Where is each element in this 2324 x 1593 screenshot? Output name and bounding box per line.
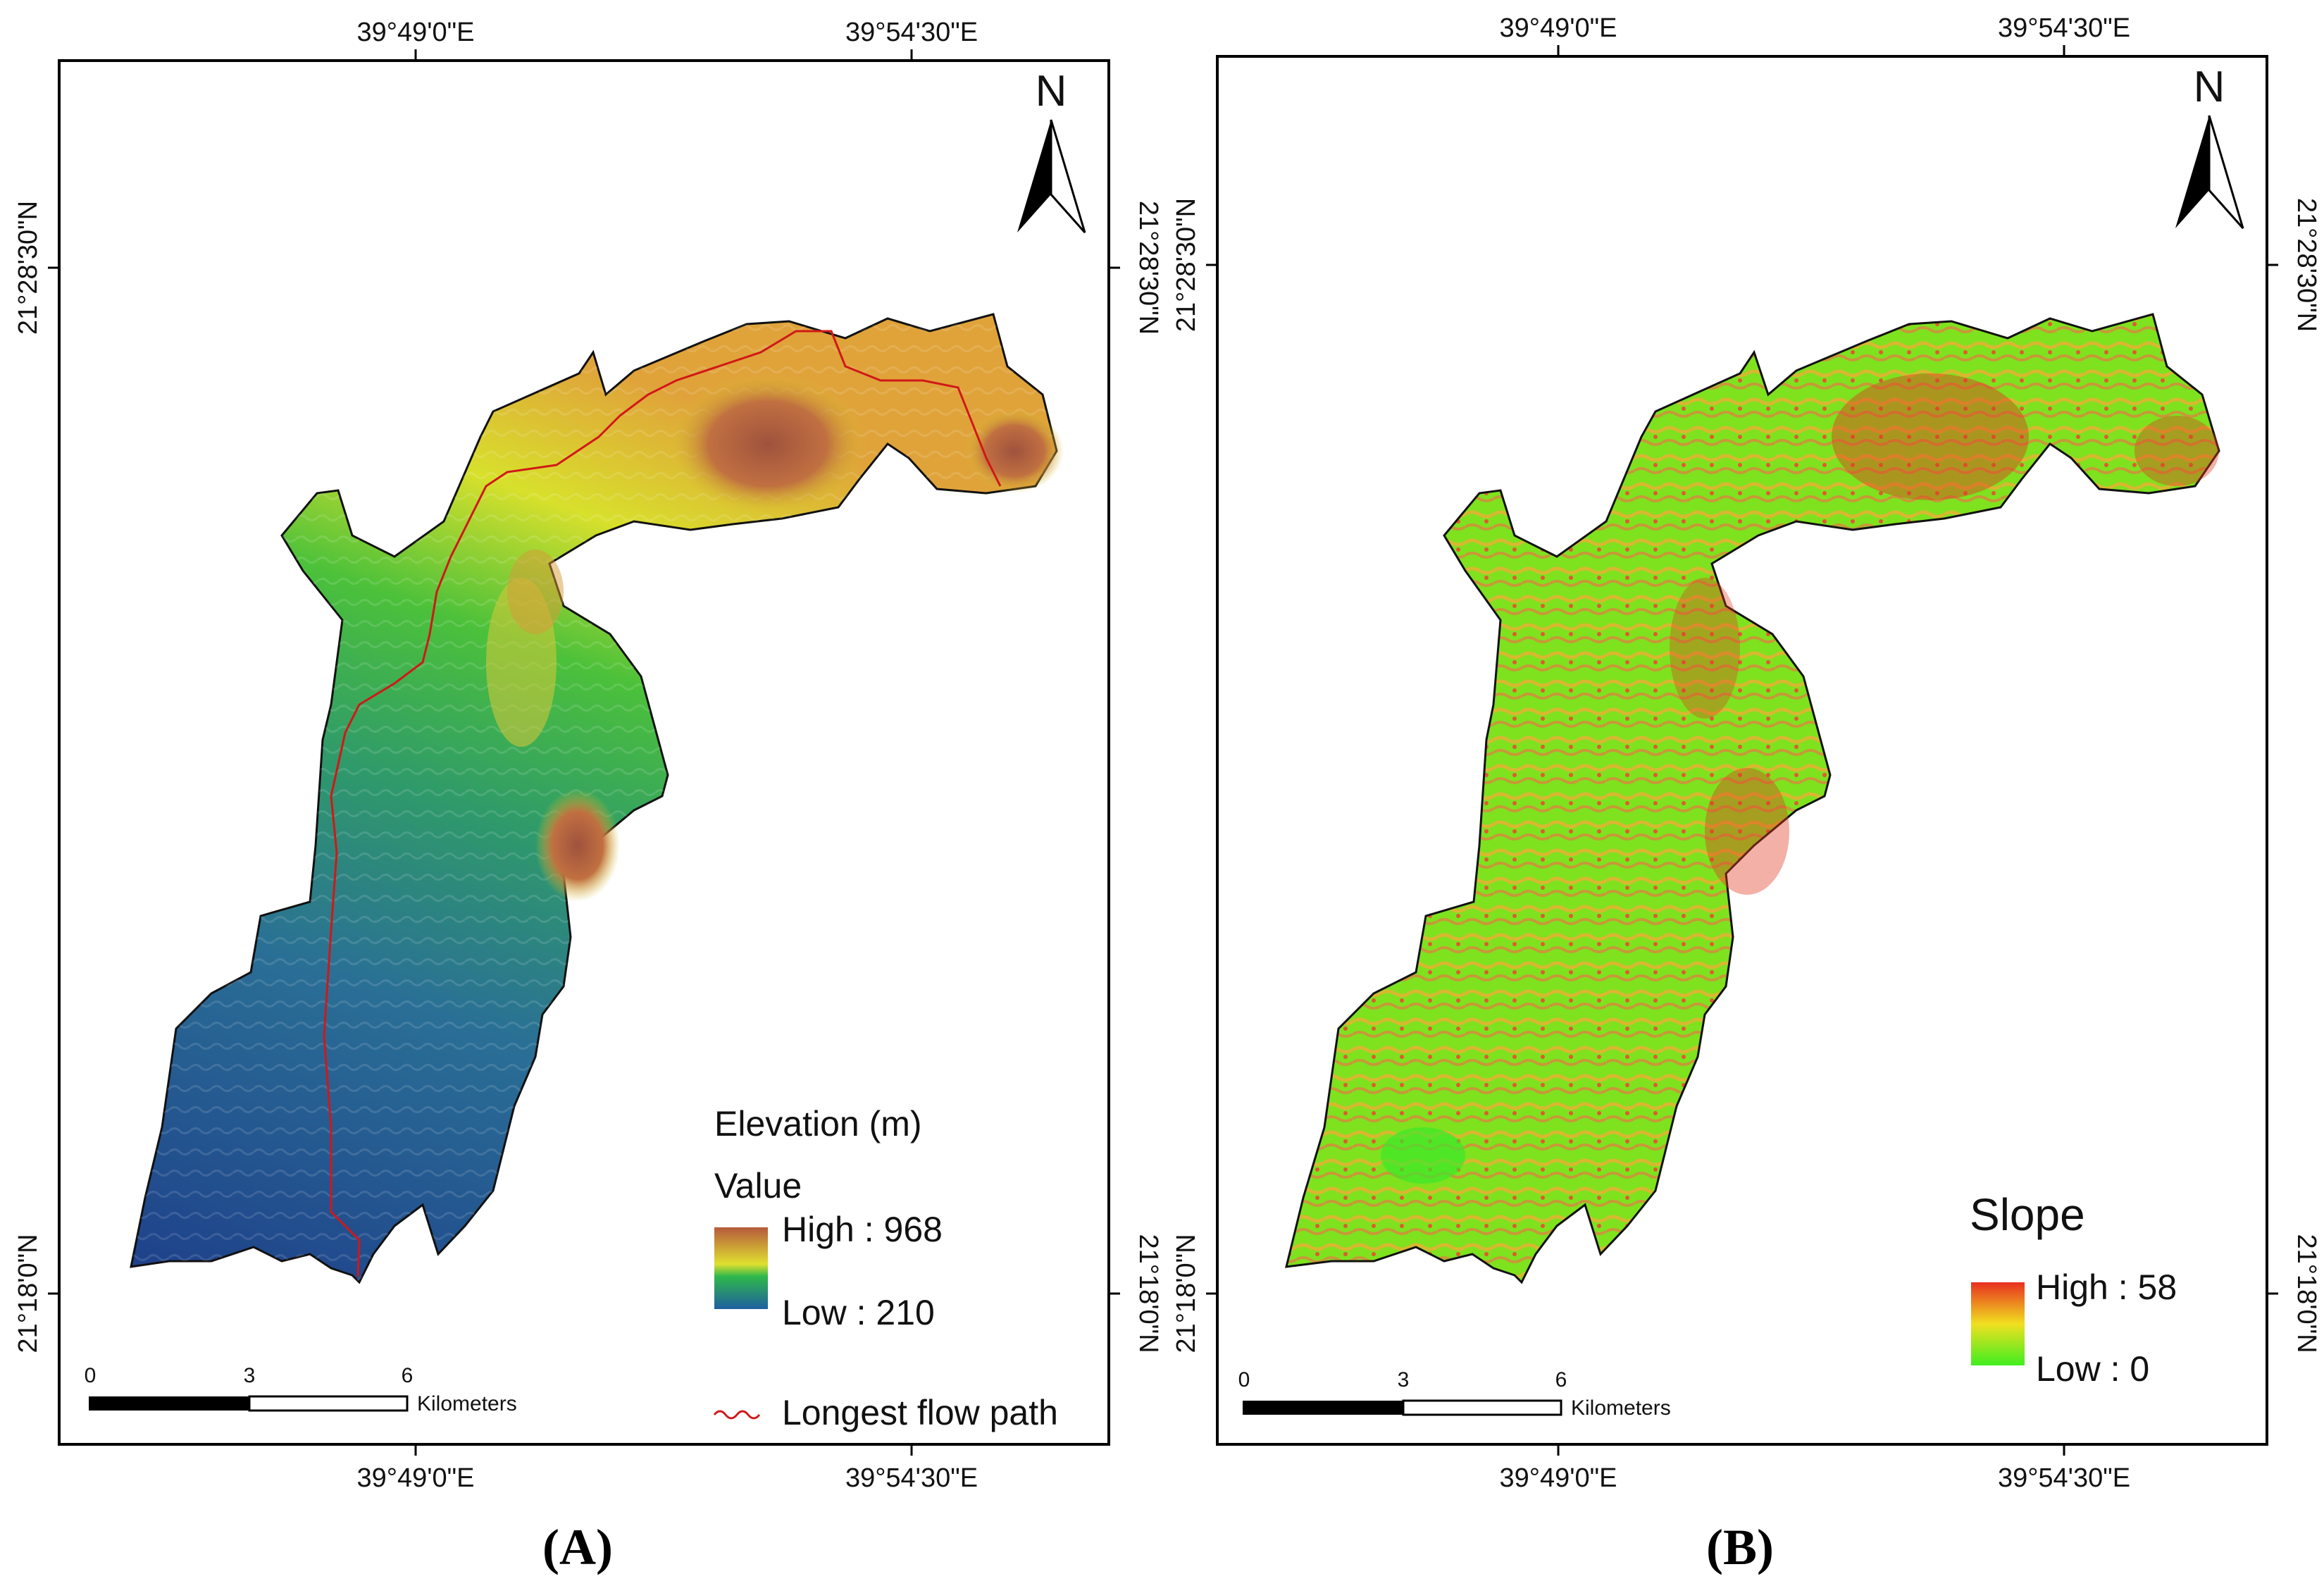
- scale-bar-a: 0 3 6 Kilometers: [85, 1364, 517, 1415]
- legend-flow-path: Longest flow path: [782, 1393, 1058, 1432]
- legend-low-slope: Low : 0: [2036, 1349, 2149, 1389]
- left-coord-1: 21°28'30"N: [13, 201, 43, 335]
- legend-title-elevation: Elevation (m): [714, 1104, 922, 1143]
- top-coord-2: 39°54'30"E: [845, 18, 978, 47]
- map-frame-a: [58, 59, 1110, 1446]
- elevation-color-ramp: [714, 1227, 768, 1309]
- watershed-slope: [1285, 313, 2220, 1284]
- scale-bar-b: 0 3 6 Kilometers: [1238, 1368, 1671, 1420]
- top-coord-b-2: 39°54'30"E: [1998, 13, 2130, 43]
- right-coord-b-1: 21°28'30"N: [2292, 198, 2321, 332]
- legend-high-elevation: High : 968: [782, 1210, 943, 1249]
- panel-caption-a: (A): [542, 1519, 613, 1575]
- top-coord-1: 39°49'0"E: [357, 18, 475, 47]
- legend-subtitle-value: Value: [714, 1166, 802, 1205]
- left-coord-b-2: 21°18'0"N: [1172, 1234, 1201, 1353]
- north-arrow-icon: N: [2175, 63, 2244, 229]
- svg-text:0: 0: [85, 1364, 97, 1387]
- peak-area: [669, 373, 866, 514]
- panel-a: 39°49'0"E 39°54'30"E 39°49'0"E 39°54'30"…: [13, 18, 1163, 1575]
- longest-flow-path: [323, 330, 1002, 1277]
- legend-high-slope: High : 58: [2036, 1267, 2177, 1307]
- right-coord-b-2: 21°18'0"N: [2292, 1234, 2321, 1353]
- left-coord-2: 21°18'0"N: [13, 1234, 43, 1353]
- bottom-coord-b-2: 39°54'30"E: [1998, 1463, 2130, 1493]
- svg-text:0: 0: [1238, 1368, 1250, 1391]
- panel-b: 39°49'0"E 39°54'30"E 39°49'0"E 39°54'30"…: [1172, 13, 2321, 1575]
- svg-text:3: 3: [244, 1364, 256, 1387]
- top-coord-b-1: 39°49'0"E: [1500, 13, 1617, 43]
- bottom-coord-2: 39°54'30"E: [845, 1463, 978, 1493]
- svg-text:6: 6: [402, 1364, 414, 1387]
- svg-text:N: N: [2194, 63, 2225, 111]
- panel-caption-b: (B): [1706, 1519, 1774, 1575]
- legend-low-elevation: Low : 210: [782, 1293, 935, 1332]
- right-coord-1: 21°28'30"N: [1133, 201, 1163, 335]
- svg-text:Kilometers: Kilometers: [1571, 1396, 1671, 1420]
- svg-text:N: N: [1036, 67, 1067, 116]
- north-arrow-icon: N: [1017, 67, 1086, 233]
- map-frame-b: [1216, 55, 2268, 1446]
- left-coord-b-1: 21°28'30"N: [1172, 198, 1201, 332]
- bottom-coord-1: 39°49'0"E: [357, 1463, 475, 1493]
- bottom-coord-b-1: 39°49'0"E: [1500, 1463, 1617, 1493]
- right-coord-2: 21°18'0"N: [1133, 1234, 1163, 1353]
- svg-text:Kilometers: Kilometers: [417, 1392, 517, 1415]
- svg-text:3: 3: [1398, 1368, 1410, 1391]
- slope-color-ramp: [1971, 1282, 2025, 1365]
- flow-path-legend-icon: [713, 1410, 761, 1420]
- legend-title-slope: Slope: [1970, 1189, 2085, 1240]
- svg-text:6: 6: [1555, 1368, 1567, 1391]
